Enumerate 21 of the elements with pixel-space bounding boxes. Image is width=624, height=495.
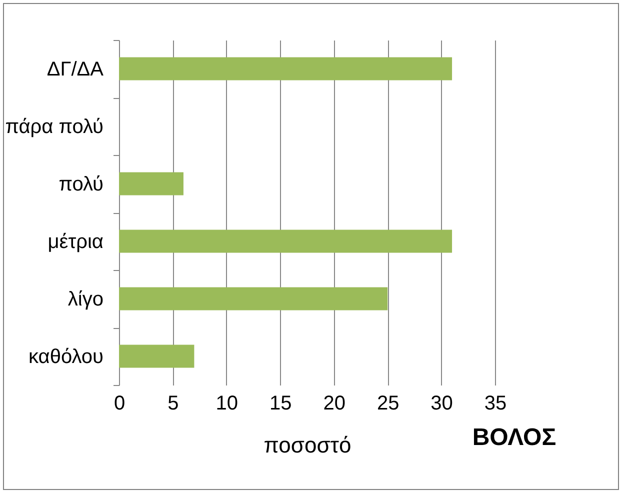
x-tick-label: 30 — [430, 392, 453, 414]
y-tick-label: πάρα πολύ — [5, 116, 104, 138]
y-tick-label: πολύ — [58, 173, 104, 196]
bar — [119, 172, 184, 196]
bar — [119, 287, 388, 310]
x-tick-label: 10 — [216, 392, 238, 414]
text: ΒΟΛΟΣ — [472, 424, 556, 451]
x-tick-label: 5 — [168, 392, 179, 414]
y-tick-label: λίγο — [68, 288, 104, 310]
x-tick-label: 20 — [323, 392, 346, 414]
x-axis-title: ποσοστό — [264, 432, 352, 458]
x-tick-label: 0 — [114, 392, 126, 414]
bar — [119, 230, 452, 253]
x-tick-label: 25 — [376, 392, 400, 414]
bar — [119, 344, 194, 368]
x-tick-label: 35 — [484, 392, 507, 414]
bar — [119, 57, 452, 80]
x-tick-label: 15 — [270, 392, 292, 414]
y-tick-label: μέτρια — [48, 230, 104, 253]
y-tick-label: ΔΓ/ΔΑ — [46, 58, 104, 80]
y-tick-label: καθόλου — [28, 346, 104, 368]
